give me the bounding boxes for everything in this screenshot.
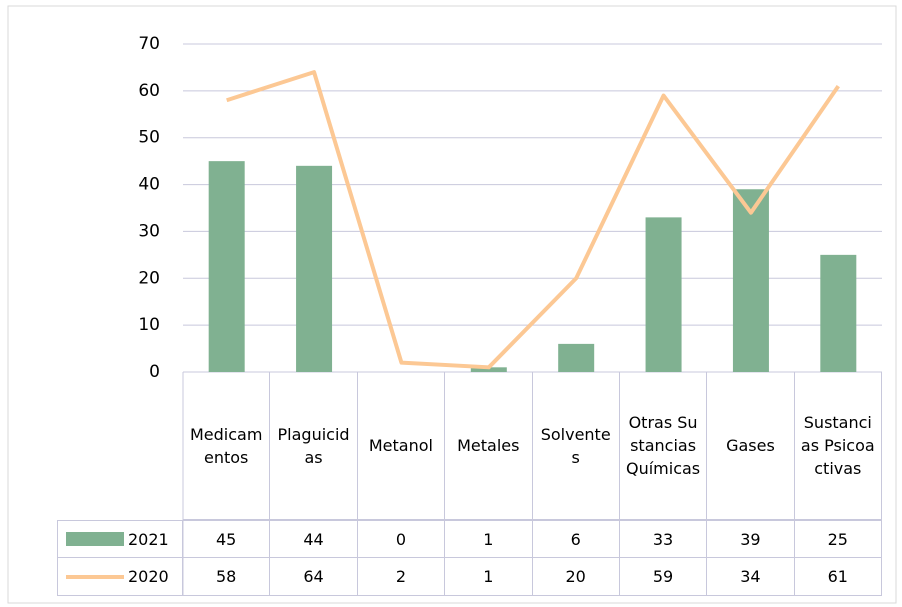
table-value: 59: [619, 558, 708, 596]
category-label: Metanol: [357, 372, 446, 520]
y-tick-label: 40: [138, 175, 160, 195]
legend-label: 2020: [128, 567, 169, 586]
category-label: Sustancias Psicoactivas: [794, 372, 882, 520]
category-label: Plaguicidas: [270, 372, 358, 520]
bar: [296, 165, 333, 372]
bar: [645, 217, 682, 372]
table-value: 6: [532, 520, 620, 558]
bar: [208, 161, 245, 372]
frame: [7, 5, 897, 604]
y-tick-label: 0: [149, 362, 160, 382]
legend-swatch: [66, 532, 124, 546]
y-tick-label: 30: [138, 221, 160, 241]
table-value: 0: [357, 520, 446, 558]
table-value: 2: [357, 558, 446, 596]
legend-label: 2021: [128, 529, 169, 549]
table-value: 20: [532, 558, 620, 596]
y-tick-label: 50: [138, 128, 160, 148]
category-label: Gases: [707, 372, 795, 520]
table-value: 34: [707, 558, 795, 596]
table-value: 25: [794, 520, 882, 558]
table-value: 58: [183, 558, 271, 596]
table-value: 64: [270, 558, 358, 596]
legend-swatch: [66, 574, 124, 579]
y-tick-label: 20: [138, 268, 160, 288]
y-tick-label: 10: [138, 315, 160, 335]
bar: [558, 343, 595, 372]
legend-cell: 2020: [57, 558, 183, 596]
line: [226, 70, 840, 370]
bar: [732, 189, 769, 372]
table-value: 1: [445, 520, 533, 558]
y-tick-label: 60: [138, 81, 160, 101]
legend-cell: 2021: [57, 520, 183, 558]
y-tick-label: 70: [138, 34, 160, 54]
bar: [820, 254, 857, 372]
category-label: Otras Sustancias Químicas: [619, 372, 708, 520]
table-value: 45: [183, 520, 271, 558]
category-label: Solventes: [532, 372, 620, 520]
table-value: 39: [707, 520, 795, 558]
table-value: 33: [619, 520, 708, 558]
category-label: Metales: [445, 372, 533, 520]
bar: [470, 367, 507, 372]
category-label: Medicamentos: [183, 372, 271, 520]
table-value: 1: [445, 558, 533, 596]
table-value: 44: [270, 520, 358, 558]
table-value: 61: [794, 558, 882, 596]
